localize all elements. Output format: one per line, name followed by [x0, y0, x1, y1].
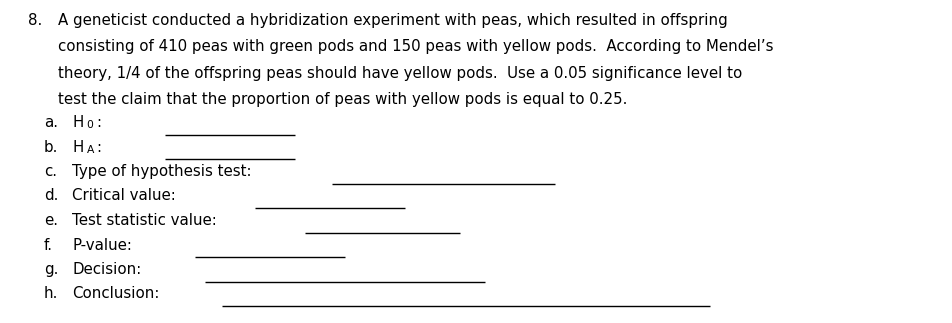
Text: H: H: [72, 115, 83, 130]
Text: Decision:: Decision:: [72, 262, 141, 277]
Text: c.: c.: [44, 164, 57, 179]
Text: b.: b.: [44, 140, 58, 154]
Text: A geneticist conducted a hybridization experiment with peas, which resulted in o: A geneticist conducted a hybridization e…: [58, 13, 727, 28]
Text: Conclusion:: Conclusion:: [72, 287, 159, 301]
Text: :: :: [96, 140, 102, 154]
Text: 8.: 8.: [28, 13, 42, 28]
Text: Critical value:: Critical value:: [72, 189, 175, 203]
Text: Test statistic value:: Test statistic value:: [72, 213, 216, 228]
Text: h.: h.: [44, 287, 58, 301]
Text: H: H: [72, 140, 83, 154]
Text: A: A: [87, 145, 94, 155]
Text: P-value:: P-value:: [72, 237, 131, 253]
Text: consisting of 410 peas with green pods and 150 peas with yellow pods.  According: consisting of 410 peas with green pods a…: [58, 39, 773, 55]
Text: d.: d.: [44, 189, 58, 203]
Text: g.: g.: [44, 262, 58, 277]
Text: 0: 0: [87, 120, 93, 130]
Text: f.: f.: [44, 237, 53, 253]
Text: theory, 1/4 of the offspring peas should have yellow pods.  Use a 0.05 significa: theory, 1/4 of the offspring peas should…: [58, 66, 742, 81]
Text: :: :: [96, 115, 102, 130]
Text: a.: a.: [44, 115, 58, 130]
Text: e.: e.: [44, 213, 58, 228]
Text: test the claim that the proportion of peas with yellow pods is equal to 0.25.: test the claim that the proportion of pe…: [58, 92, 626, 108]
Text: Type of hypothesis test:: Type of hypothesis test:: [72, 164, 251, 179]
